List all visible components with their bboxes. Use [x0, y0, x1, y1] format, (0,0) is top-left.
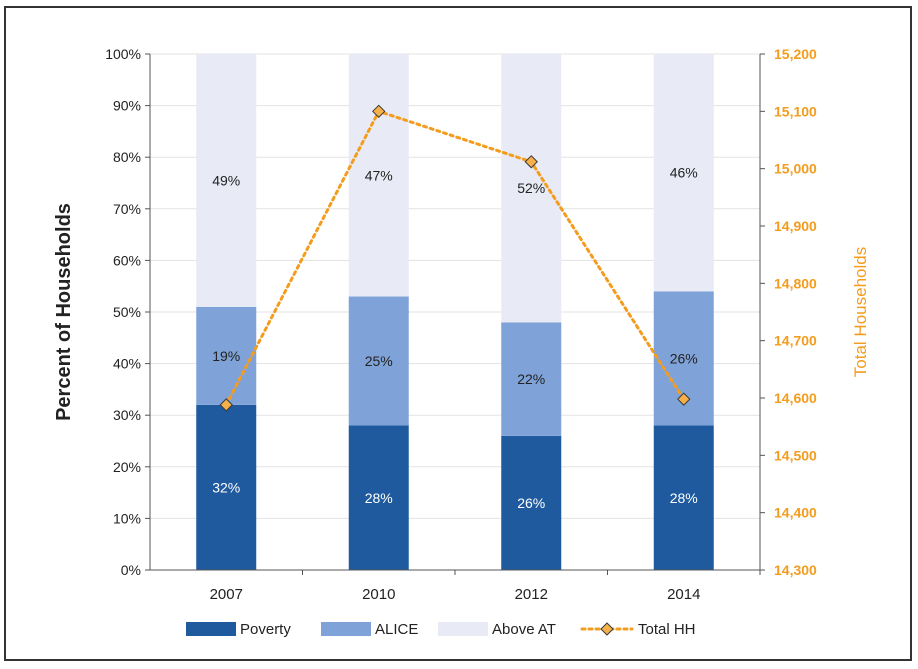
y-tick-label: 20% [113, 459, 141, 475]
y2-tick-label: 14,800 [774, 275, 817, 291]
bar-poverty [653, 425, 714, 570]
bar-alice [348, 296, 409, 426]
bar-poverty [501, 435, 562, 570]
y-tick-label: 10% [113, 510, 141, 526]
y2-tick-label: 14,400 [774, 505, 817, 521]
bar-above-at [196, 54, 257, 307]
y-tick-label: 90% [113, 98, 141, 114]
total-hh-line [224, 109, 686, 407]
legend-label: Poverty [240, 621, 291, 638]
y-axis-title: Percent of Households [53, 203, 75, 421]
y-tick-label: 100% [105, 46, 141, 62]
bar-data-label: 32% [212, 479, 240, 495]
y2-tick-label: 14,600 [774, 390, 817, 406]
bar-data-label: 28% [670, 490, 698, 506]
y-tick-label: 40% [113, 356, 141, 372]
y2-tick-label: 14,500 [774, 447, 817, 463]
y2-tick-label: 14,700 [774, 333, 817, 349]
y2-tick-label: 14,900 [774, 218, 817, 234]
x-tick-label: 2014 [667, 586, 700, 603]
bar-data-label: 52% [517, 180, 545, 196]
bar-poverty [196, 404, 257, 570]
bar-data-label: 28% [365, 490, 393, 506]
bar-poverty [348, 425, 409, 570]
bar-above-at [501, 54, 562, 323]
bar-data-label: 46% [670, 165, 698, 181]
y-tick-label: 50% [113, 304, 141, 320]
x-tick-label: 2012 [515, 586, 548, 603]
bar-data-label: 22% [517, 371, 545, 387]
x-tick-label: 2010 [362, 586, 395, 603]
y-tick-label: 70% [113, 201, 141, 217]
y2-tick-label: 15,100 [774, 103, 817, 119]
bar-data-label: 25% [365, 353, 393, 369]
y-tick-label: 30% [113, 407, 141, 423]
legend-label: Above AT [492, 621, 556, 638]
total-hh-marker [524, 155, 538, 169]
y2-tick-label: 15,200 [774, 46, 817, 62]
y2-axis-title: Total Households [851, 247, 870, 377]
y-tick-label: 60% [113, 252, 141, 268]
total-hh-marker [219, 398, 233, 412]
x-tick-label: 2007 [210, 586, 243, 603]
bar-above-at [653, 54, 714, 292]
y-tick-label: 0% [121, 562, 141, 578]
bar-data-label: 19% [212, 348, 240, 364]
bar-alice [196, 306, 257, 405]
bar-data-label: 26% [517, 495, 545, 511]
y2-tick-label: 14,300 [774, 562, 817, 578]
bar-data-label: 49% [212, 172, 240, 188]
total-hh-marker [372, 104, 386, 119]
y2-tick-label: 15,000 [774, 161, 817, 177]
total-hh-marker [677, 392, 691, 406]
bar-alice [501, 322, 562, 436]
legend-label: Total HH [638, 621, 696, 638]
bar-data-label: 47% [365, 167, 393, 183]
y-tick-label: 80% [113, 149, 141, 165]
legend-swatch [438, 622, 488, 636]
legend-swatch [186, 622, 236, 636]
legend-label: ALICE [375, 621, 418, 638]
bar-above-at [348, 54, 409, 297]
legend-marker [600, 622, 614, 636]
chart-frame [4, 6, 912, 661]
legend-swatch [321, 622, 371, 636]
bar-data-label: 26% [670, 350, 698, 366]
